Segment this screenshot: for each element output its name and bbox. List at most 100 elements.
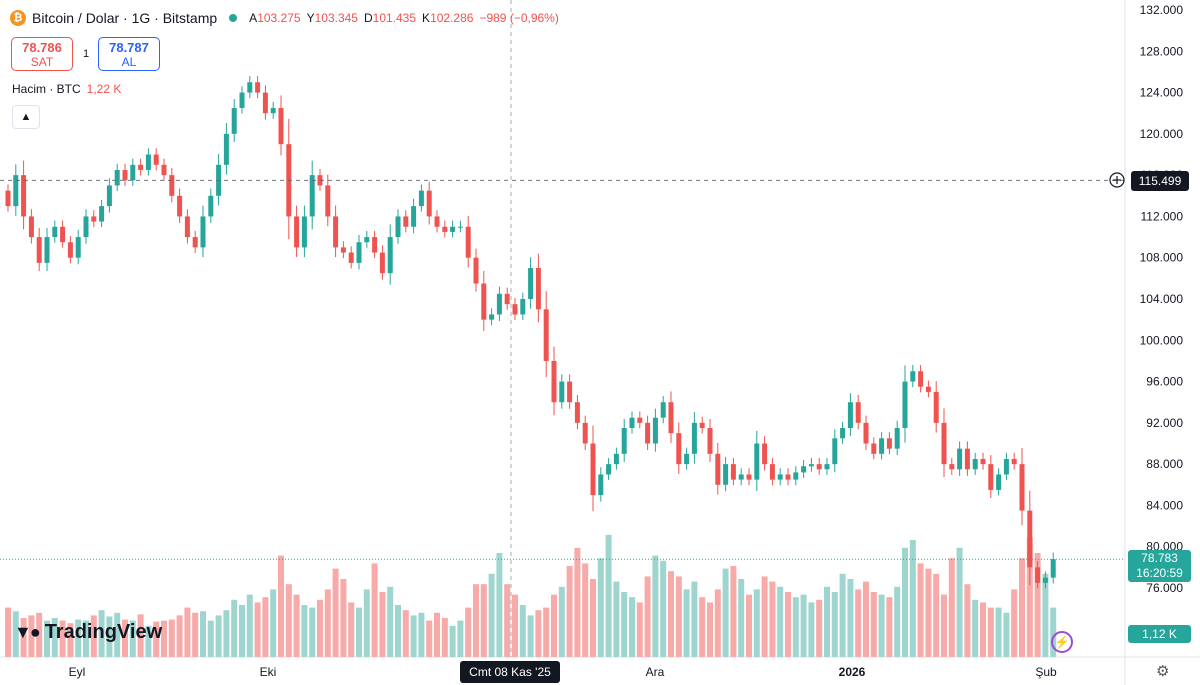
low-value: 101.435 bbox=[372, 11, 417, 25]
candle-body bbox=[574, 402, 580, 423]
candle-body bbox=[668, 402, 674, 434]
volume-bar bbox=[590, 579, 596, 657]
volume-bar bbox=[644, 576, 651, 657]
volume-bar bbox=[816, 599, 823, 657]
candle-body bbox=[996, 474, 1002, 490]
sell-label: SAT bbox=[30, 55, 54, 69]
volume-bar bbox=[340, 579, 347, 657]
candle-body bbox=[169, 175, 175, 196]
volume-bar bbox=[543, 607, 550, 657]
tradingview-logo[interactable]: ▼● TradingView bbox=[14, 621, 162, 644]
volume-bar bbox=[870, 592, 877, 657]
candle-body bbox=[1011, 458, 1017, 465]
volume-bar bbox=[1011, 589, 1018, 657]
volume-bar bbox=[824, 586, 830, 657]
volume-bar bbox=[262, 597, 269, 657]
volume-bar bbox=[153, 621, 160, 657]
candle-body bbox=[933, 391, 939, 423]
candle-body bbox=[325, 185, 331, 217]
volume-bar bbox=[746, 594, 752, 657]
candle-body bbox=[13, 175, 19, 207]
candle-body bbox=[192, 237, 198, 248]
x-tick-label: Şub bbox=[1035, 665, 1057, 679]
volume-bar bbox=[51, 618, 58, 657]
candle-body bbox=[481, 283, 487, 320]
candle-body bbox=[871, 443, 877, 454]
y-tick-label: 88.000 bbox=[1146, 457, 1183, 471]
volume-legend[interactable]: Hacim · BTC 1,22 K bbox=[12, 82, 121, 96]
candle-body bbox=[177, 195, 183, 217]
candle-body bbox=[442, 226, 448, 232]
candle-body bbox=[754, 443, 760, 480]
candle-body bbox=[122, 169, 128, 181]
volume-bar bbox=[395, 605, 401, 657]
volume-bar bbox=[317, 599, 323, 657]
volume-bar bbox=[137, 614, 144, 657]
volume-bar bbox=[613, 581, 620, 657]
candle-body bbox=[379, 252, 385, 274]
volume-bar bbox=[1034, 553, 1041, 657]
volume-bar bbox=[473, 584, 479, 657]
volume-bar bbox=[465, 607, 472, 657]
candle-body bbox=[372, 237, 378, 253]
candle-body bbox=[301, 216, 307, 248]
candle-body bbox=[138, 164, 144, 170]
volume-bar bbox=[239, 605, 245, 657]
candle-body bbox=[504, 293, 510, 305]
candle-body bbox=[746, 474, 752, 480]
volume-bar bbox=[964, 584, 971, 657]
volume-bar bbox=[948, 558, 955, 657]
candle-body bbox=[902, 381, 908, 429]
candle-body bbox=[699, 422, 705, 429]
candle-body bbox=[67, 242, 73, 258]
volume-bar bbox=[449, 625, 456, 657]
candle-body bbox=[99, 206, 105, 222]
volume-bar bbox=[20, 618, 27, 657]
volume-bar bbox=[597, 558, 604, 657]
volume-bar bbox=[909, 540, 916, 657]
candle-body bbox=[676, 433, 682, 465]
candle-body bbox=[660, 402, 666, 418]
volume-bar bbox=[800, 594, 807, 657]
volume-bar bbox=[886, 597, 893, 657]
sell-button[interactable]: 78.786 SAT bbox=[11, 37, 73, 71]
candle-body bbox=[762, 443, 768, 465]
candle-body bbox=[652, 417, 658, 444]
volume-bar bbox=[90, 615, 97, 657]
volume-bar bbox=[855, 589, 862, 657]
gear-icon[interactable]: ⚙ bbox=[1156, 663, 1170, 680]
candle-body bbox=[793, 472, 799, 480]
volume-bar bbox=[270, 589, 277, 657]
buy-label: AL bbox=[121, 55, 137, 69]
crosshair-plus-icon[interactable] bbox=[1109, 172, 1125, 188]
volume-bar bbox=[691, 581, 698, 657]
volume-bar bbox=[987, 607, 994, 657]
candle-body bbox=[278, 108, 284, 145]
volume-bar bbox=[215, 615, 222, 657]
lightning-icon[interactable]: ⚡ bbox=[1051, 631, 1073, 653]
volume-bar bbox=[379, 592, 386, 657]
candle-body bbox=[145, 154, 151, 170]
volume-bar bbox=[122, 619, 128, 657]
candle-body bbox=[44, 237, 50, 263]
volume-bar bbox=[512, 594, 518, 657]
candle-body bbox=[738, 474, 744, 480]
candle-body bbox=[964, 448, 970, 470]
volume-bar bbox=[278, 555, 284, 657]
volume-bar bbox=[1003, 612, 1010, 657]
candle-body bbox=[598, 474, 604, 496]
market-status-dot bbox=[229, 14, 238, 22]
buy-button[interactable]: 78.787 AL bbox=[98, 37, 160, 71]
candle-body bbox=[551, 360, 557, 403]
volume-bar bbox=[621, 592, 628, 657]
symbol-title[interactable]: Bitcoin / Dolar · 1G · Bitstamp bbox=[32, 10, 218, 26]
candle-body bbox=[918, 371, 924, 387]
volume-bar bbox=[995, 607, 1002, 657]
volume-bar bbox=[1026, 537, 1033, 657]
candle-body bbox=[520, 299, 526, 315]
volume-bar bbox=[527, 615, 534, 657]
collapse-legend-button[interactable]: ▲ bbox=[12, 105, 40, 129]
candle-body bbox=[1027, 510, 1033, 568]
low-label: D bbox=[363, 11, 373, 25]
